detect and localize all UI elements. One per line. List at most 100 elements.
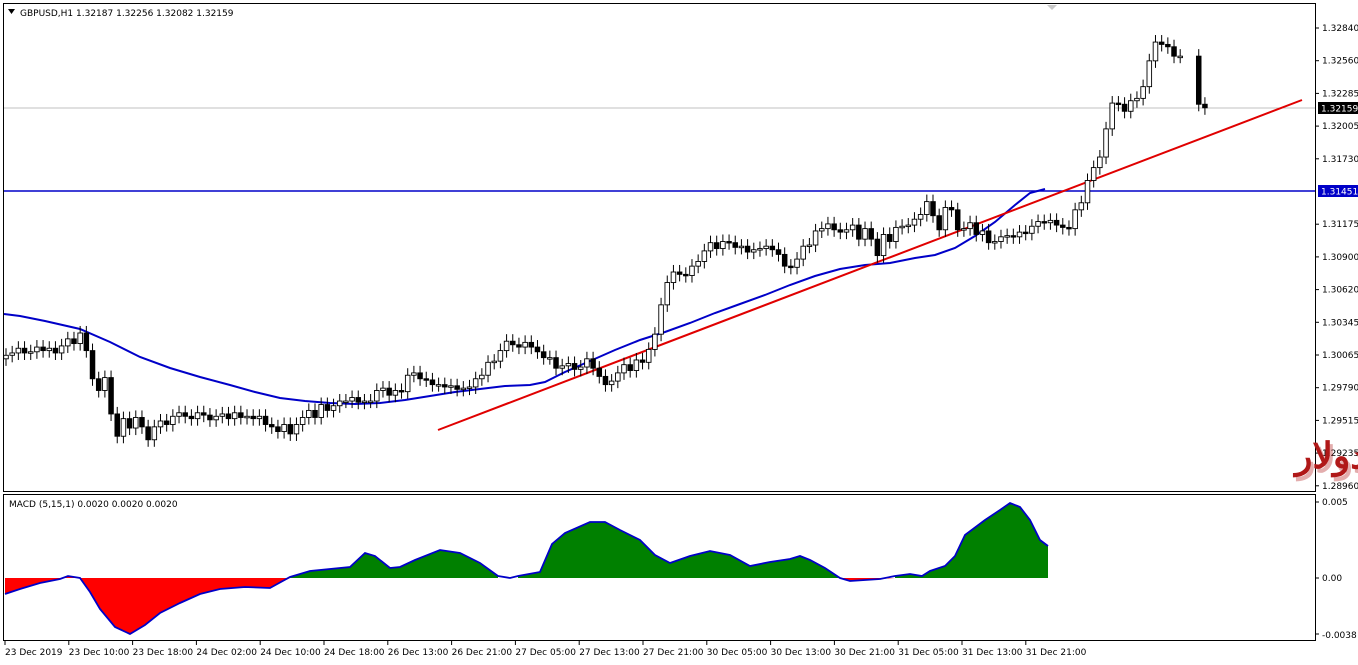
candle (485, 355, 491, 383)
candle (522, 335, 528, 355)
time-tick-label: 30 Dec 13:00 (771, 648, 832, 658)
candle (720, 234, 726, 256)
candle (139, 410, 145, 434)
trend-line[interactable] (437, 99, 1303, 431)
candle (584, 351, 590, 375)
candle (819, 221, 825, 238)
candle (707, 235, 714, 258)
symbol-menu-triangle-icon[interactable] (8, 9, 15, 14)
candle (510, 334, 516, 352)
candle (176, 405, 182, 424)
price-tick-label: 1.29515 (1322, 416, 1358, 426)
candle (1078, 195, 1085, 217)
candle (732, 235, 738, 255)
candle (454, 378, 460, 397)
candle (40, 340, 46, 358)
candle (188, 409, 195, 426)
scroll-marker-icon (1047, 5, 1057, 10)
price-tick-label: 1.31730 (1322, 155, 1358, 165)
candle (695, 254, 701, 274)
candle (837, 222, 844, 240)
candle (664, 275, 671, 312)
candle (917, 207, 924, 227)
macd-signal-line (4, 501, 1049, 636)
candle (163, 413, 170, 432)
candle (948, 200, 955, 217)
candle (65, 331, 71, 353)
candle (547, 350, 553, 365)
candle (417, 365, 423, 386)
candle (825, 216, 831, 236)
time-tick-label: 31 Dec 05:00 (898, 648, 959, 658)
time-tick-label: 30 Dec 05:00 (707, 648, 768, 658)
candle (701, 243, 708, 269)
candle (1115, 96, 1122, 112)
candlesticks (3, 35, 1208, 447)
candle (392, 383, 399, 403)
candle (615, 365, 621, 389)
candle (596, 361, 603, 384)
candle (874, 232, 881, 263)
candle (250, 409, 256, 426)
time-tick-label: 23 Dec 2019 (5, 648, 63, 658)
candle (726, 234, 732, 250)
candle (800, 239, 806, 267)
candle (194, 405, 201, 426)
time-tick-label: 24 Dec 02:00 (196, 648, 257, 658)
candle (77, 325, 83, 351)
candle (1097, 150, 1103, 175)
candle (361, 394, 368, 410)
time-tick-label: 31 Dec 13:00 (962, 648, 1023, 658)
candle (312, 403, 318, 425)
candle (262, 409, 269, 432)
candle (497, 343, 504, 369)
time-tick-label: 30 Dec 21:00 (834, 648, 895, 658)
candle (343, 394, 349, 409)
candle (886, 227, 893, 249)
candle (1195, 49, 1202, 112)
candle (639, 352, 646, 370)
candle (954, 202, 961, 237)
price-tick-label: 1.32285 (1322, 89, 1358, 99)
candle (744, 239, 751, 260)
candle (479, 368, 485, 386)
candle (1022, 225, 1029, 241)
candle (367, 394, 374, 409)
candle (676, 264, 683, 282)
time-tick-label: 27 Dec 05:00 (515, 648, 576, 658)
candle (349, 390, 355, 409)
time-tick-label: 23 Dec 18:00 (133, 648, 194, 658)
candle (621, 357, 627, 380)
price-tick-label: 1.32005 (1322, 122, 1358, 132)
candle (534, 340, 541, 359)
hline-price-tag-label: 1.31451 (1321, 188, 1358, 198)
candle (577, 359, 584, 377)
price-tick-label: 1.29235 (1322, 449, 1358, 459)
time-tick-label: 31 Dec 21:00 (1026, 648, 1087, 658)
candle (287, 417, 294, 441)
current-price-tag (1318, 102, 1358, 114)
candle (145, 419, 151, 447)
candle (627, 357, 633, 378)
price-axis: 1.32840 1.32560 1.32285 1.32005 1.31730 1.311… (1315, 24, 1358, 492)
current-price-tag-label: 1.32159 (1321, 105, 1358, 115)
candle (868, 221, 874, 247)
price-tick-label: 1.30620 (1322, 286, 1358, 296)
candle (34, 340, 40, 359)
candle (306, 403, 312, 425)
candle (46, 341, 53, 358)
candle (170, 409, 176, 432)
candle (231, 405, 238, 426)
time-tick-label: 26 Dec 13:00 (388, 648, 449, 658)
candle (967, 215, 973, 236)
candle (652, 327, 658, 357)
candle (374, 383, 380, 409)
time-tick-label: 24 Dec 18:00 (324, 648, 385, 658)
candle (763, 239, 769, 256)
candle (658, 297, 664, 342)
candle (3, 348, 9, 366)
candle (423, 371, 429, 387)
candle (880, 227, 887, 263)
candle (380, 381, 386, 398)
